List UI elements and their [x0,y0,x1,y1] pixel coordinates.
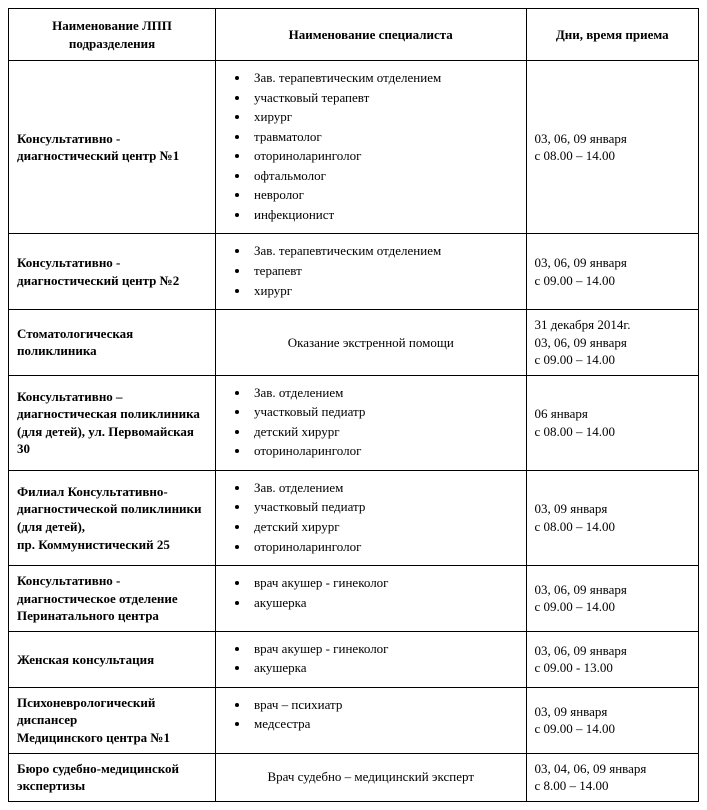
schedule-line: с 09.00 – 14.00 [535,720,691,738]
spec-item: врач – психиатр [250,696,518,716]
schedule-line: с 08.00 – 14.00 [535,518,691,536]
spec-item: врач акушер - гинеколог [250,640,518,660]
spec-cell: Врач судебно – медицинский эксперт [216,753,527,801]
spec-item: Зав. терапевтическим отделением [250,242,518,262]
spec-cell: врач – психиатрмедсестра [216,687,527,753]
spec-item: медсестра [250,715,518,735]
spec-item: терапевт [250,262,518,282]
table-body: Консультативно - диагностический центр №… [9,61,699,802]
dept-cell: Консультативно - диагностический центр №… [9,234,216,310]
schedule-cell: 03, 06, 09 январяс 09.00 – 14.00 [526,566,699,632]
spec-cell: Зав. отделениемучастковый педиатрдетский… [216,375,527,470]
table-row: Психоневрологический диспансерМедицинско… [9,687,699,753]
spec-item: Зав. отделением [250,384,518,404]
spec-item: травматолог [250,128,518,148]
schedule-cell: 31 декабря 2014г.03, 06, 09 январяс 09.0… [526,310,699,376]
dept-cell: Филиал Консультативно- диагностической п… [9,470,216,565]
table-header: Наименование ЛПП подразделения Наименова… [9,9,699,61]
spec-cell: врач акушер - гинекологакушерка [216,566,527,632]
schedule-line: 03, 06, 09 января [535,581,691,599]
spec-item: оториноларинголог [250,147,518,167]
schedule-line: 03, 06, 09 января [535,254,691,272]
spec-cell: Оказание экстренной помощи [216,310,527,376]
spec-item: невролог [250,186,518,206]
spec-cell: Зав. терапевтическим отделениемтерапевтх… [216,234,527,310]
spec-item: акушерка [250,594,518,614]
table-row: Консультативно – диагностическая поликли… [9,375,699,470]
spec-item: офтальмолог [250,167,518,187]
dept-cell: Бюро судебно-медицинской экспертизы [9,753,216,801]
spec-item: оториноларинголог [250,538,518,558]
schedule-line: 03, 04, 06, 09 января [535,760,691,778]
spec-item: акушерка [250,659,518,679]
spec-item: участковый педиатр [250,403,518,423]
schedule-line: 03, 09 января [535,703,691,721]
spec-item: участковый педиатр [250,498,518,518]
schedule-line: с 08.00 – 14.00 [535,423,691,441]
spec-item: детский хирург [250,423,518,443]
spec-item: Зав. отделением [250,479,518,499]
spec-item: врач акушер - гинеколог [250,574,518,594]
dept-cell: Стоматологическая поликлиника [9,310,216,376]
dept-cell: Женская консультация [9,631,216,687]
schedule-line: 03, 06, 09 января [535,334,691,352]
schedule-line: с 8.00 – 14.00 [535,777,691,795]
spec-item: Зав. терапевтическим отделением [250,69,518,89]
schedule-table: Наименование ЛПП подразделения Наименова… [8,8,699,802]
spec-cell: врач акушер - гинекологакушерка [216,631,527,687]
spec-item: оториноларинголог [250,442,518,462]
schedule-cell: 03, 09 январяс 09.00 – 14.00 [526,687,699,753]
table-row: Консультативно - диагностическое отделен… [9,566,699,632]
schedule-line: с 09.00 – 14.00 [535,351,691,369]
dept-cell: Консультативно - диагностический центр №… [9,61,216,234]
schedule-line: с 08.00 – 14.00 [535,147,691,165]
schedule-cell: 03, 06, 09 январяс 09.00 - 13.00 [526,631,699,687]
schedule-cell: 03, 06, 09 январяс 09.00 – 14.00 [526,234,699,310]
spec-item: инфекционист [250,206,518,226]
col-header-sched: Дни, время приема [526,9,699,61]
table-row: Бюро судебно-медицинской экспертизыВрач … [9,753,699,801]
table-row: Женская консультацияврач акушер - гинеко… [9,631,699,687]
schedule-line: 03, 06, 09 января [535,130,691,148]
table-row: Консультативно - диагностический центр №… [9,61,699,234]
schedule-cell: 03, 06, 09 январяс 08.00 – 14.00 [526,61,699,234]
schedule-line: 06 января [535,405,691,423]
spec-list: Зав. терапевтическим отделениемтерапевтх… [224,242,518,301]
schedule-line: 03, 09 января [535,500,691,518]
schedule-line: с 09.00 – 14.00 [535,598,691,616]
spec-list: Зав. отделениемучастковый педиатрдетский… [224,479,518,557]
schedule-line: с 09.00 - 13.00 [535,659,691,677]
dept-cell: Консультативно - диагностическое отделен… [9,566,216,632]
table-row: Филиал Консультативно- диагностической п… [9,470,699,565]
table-row: Консультативно - диагностический центр №… [9,234,699,310]
col-header-dept: Наименование ЛПП подразделения [9,9,216,61]
spec-list: врач – психиатрмедсестра [224,696,518,735]
spec-item: детский хирург [250,518,518,538]
schedule-cell: 03, 04, 06, 09 январяс 8.00 – 14.00 [526,753,699,801]
schedule-cell: 06 январяс 08.00 – 14.00 [526,375,699,470]
spec-list: Зав. терапевтическим отделениемучастковы… [224,69,518,225]
spec-list: врач акушер - гинекологакушерка [224,574,518,613]
spec-item: участковый терапевт [250,89,518,109]
spec-cell: Зав. отделениемучастковый педиатрдетский… [216,470,527,565]
spec-cell: Зав. терапевтическим отделениемучастковы… [216,61,527,234]
spec-item: хирург [250,108,518,128]
table-row: Стоматологическая поликлиникаОказание эк… [9,310,699,376]
schedule-line: 31 декабря 2014г. [535,316,691,334]
schedule-line: 03, 06, 09 января [535,642,691,660]
spec-list: Зав. отделениемучастковый педиатрдетский… [224,384,518,462]
dept-cell: Консультативно – диагностическая поликли… [9,375,216,470]
col-header-spec: Наименование специалиста [216,9,527,61]
dept-cell: Психоневрологический диспансерМедицинско… [9,687,216,753]
spec-item: хирург [250,282,518,302]
schedule-cell: 03, 09 январяс 08.00 – 14.00 [526,470,699,565]
spec-list: врач акушер - гинекологакушерка [224,640,518,679]
schedule-line: с 09.00 – 14.00 [535,272,691,290]
